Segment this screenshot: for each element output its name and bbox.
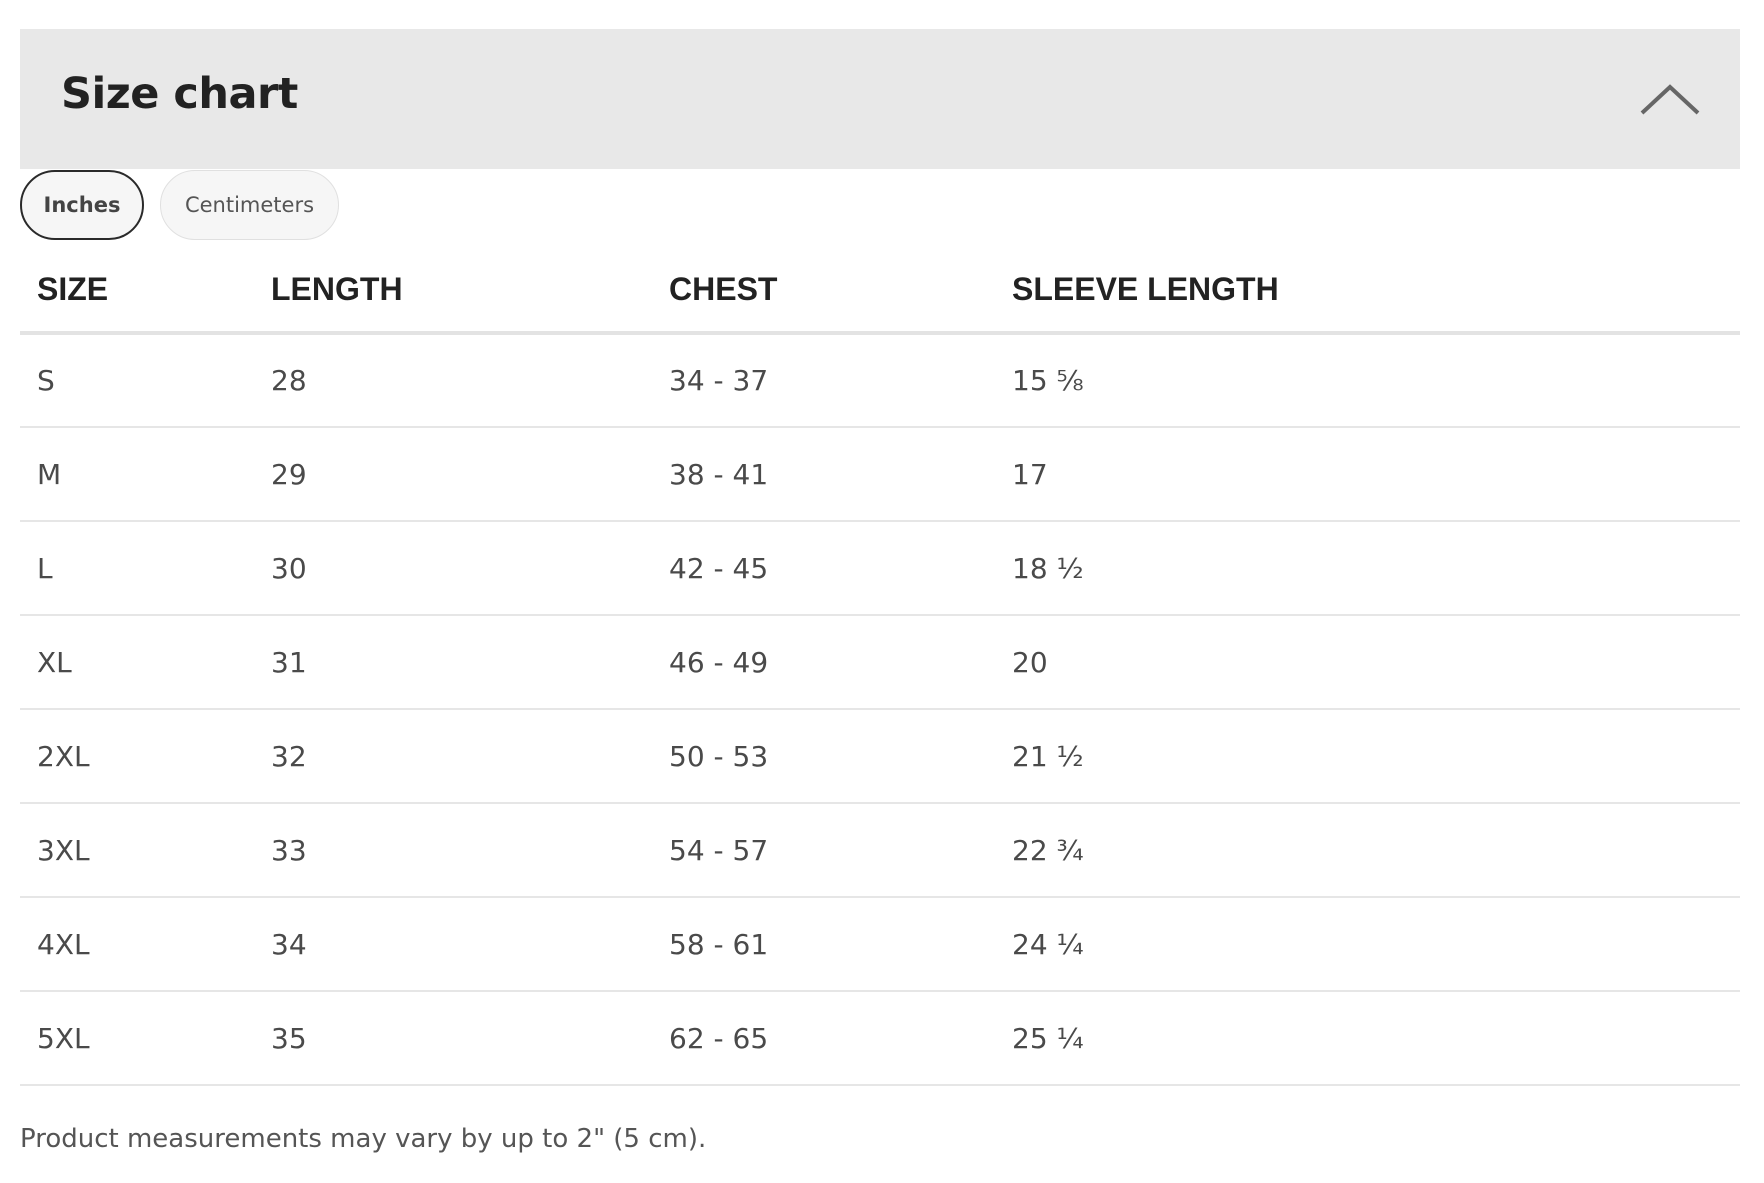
cell-size: 4XL: [20, 897, 271, 992]
cell-chest: 34 - 37: [669, 333, 1012, 428]
cell-chest: 38 - 41: [669, 427, 1012, 522]
cell-sleeve-length: 21 ½: [1012, 709, 1740, 804]
size-chart-header[interactable]: Size chart: [20, 29, 1740, 169]
table-row: XL 31 46 - 49 20: [20, 615, 1740, 710]
cell-size: 2XL: [20, 709, 271, 804]
cell-size: 3XL: [20, 803, 271, 898]
column-header-length: LENGTH: [271, 240, 669, 335]
cell-size: M: [20, 427, 271, 522]
cell-chest: 58 - 61: [669, 897, 1012, 992]
cell-sleeve-length: 22 ¾: [1012, 803, 1740, 898]
measurement-note: Product measurements may vary by up to 2…: [20, 1124, 707, 1154]
cell-sleeve-length: 25 ¼: [1012, 991, 1740, 1086]
chevron-up-icon[interactable]: [1638, 79, 1702, 119]
cell-sleeve-length: 17: [1012, 427, 1740, 522]
cell-length: 32: [271, 709, 669, 804]
table-row: 2XL 32 50 - 53 21 ½: [20, 709, 1740, 804]
table-header-row: SIZE LENGTH CHEST SLEEVE LENGTH: [20, 240, 1740, 335]
cell-chest: 54 - 57: [669, 803, 1012, 898]
page-title: Size chart: [61, 69, 298, 119]
column-header-size: SIZE: [20, 240, 271, 335]
table-row: M 29 38 - 41 17: [20, 427, 1740, 522]
cell-length: 31: [271, 615, 669, 710]
cell-length: 30: [271, 521, 669, 616]
cell-length: 28: [271, 333, 669, 428]
cell-sleeve-length: 24 ¼: [1012, 897, 1740, 992]
cell-chest: 50 - 53: [669, 709, 1012, 804]
table-row: 4XL 34 58 - 61 24 ¼: [20, 897, 1740, 992]
cell-size: S: [20, 333, 271, 428]
table-row: 3XL 33 54 - 57 22 ¾: [20, 803, 1740, 898]
size-table: SIZE LENGTH CHEST SLEEVE LENGTH S 28 34 - …: [20, 240, 1740, 1086]
unit-toggle-inches[interactable]: Inches: [20, 170, 144, 240]
cell-sleeve-length: 18 ½: [1012, 521, 1740, 616]
cell-size: 5XL: [20, 991, 271, 1086]
unit-toggle-centimeters[interactable]: Centimeters: [160, 170, 339, 240]
column-header-sleeve-length: SLEEVE LENGTH: [1012, 240, 1740, 335]
cell-chest: 42 - 45: [669, 521, 1012, 616]
cell-chest: 46 - 49: [669, 615, 1012, 710]
cell-chest: 62 - 65: [669, 991, 1012, 1086]
cell-size: XL: [20, 615, 271, 710]
cell-length: 35: [271, 991, 669, 1086]
cell-size: L: [20, 521, 271, 616]
cell-length: 34: [271, 897, 669, 992]
table-row: S 28 34 - 37 15 ⅝: [20, 333, 1740, 428]
cell-sleeve-length: 20: [1012, 615, 1740, 710]
cell-sleeve-length: 15 ⅝: [1012, 333, 1740, 428]
table-row: L 30 42 - 45 18 ½: [20, 521, 1740, 616]
table-row: 5XL 35 62 - 65 25 ¼: [20, 991, 1740, 1086]
cell-length: 33: [271, 803, 669, 898]
cell-length: 29: [271, 427, 669, 522]
column-header-chest: CHEST: [669, 240, 1012, 335]
